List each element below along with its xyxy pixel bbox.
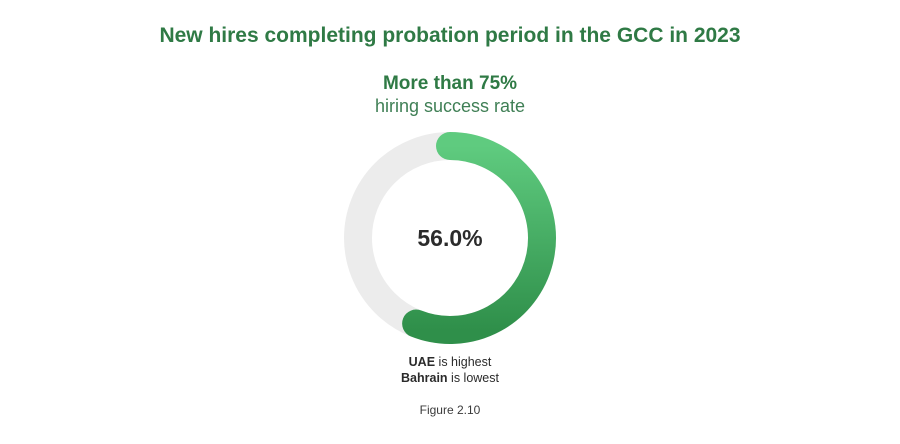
note-highest-text: is highest [435,355,492,369]
note-lowest-country: Bahrain [401,371,448,385]
headline-caption: hiring success rate [374,96,526,116]
note-lowest: Bahrain is lowest [0,371,900,385]
chart-title: New hires completing probation period in… [159,24,741,47]
donut-value-arc [402,132,556,344]
note-highest: UAE is highest [0,355,900,369]
note-highest-country: UAE [408,355,436,369]
note-lowest-text: is lowest [447,371,499,385]
donut-center-value: 56.0% [417,225,482,251]
figure-caption: Figure 2.10 [419,403,481,417]
headline-stat: More than 75% [382,73,518,94]
